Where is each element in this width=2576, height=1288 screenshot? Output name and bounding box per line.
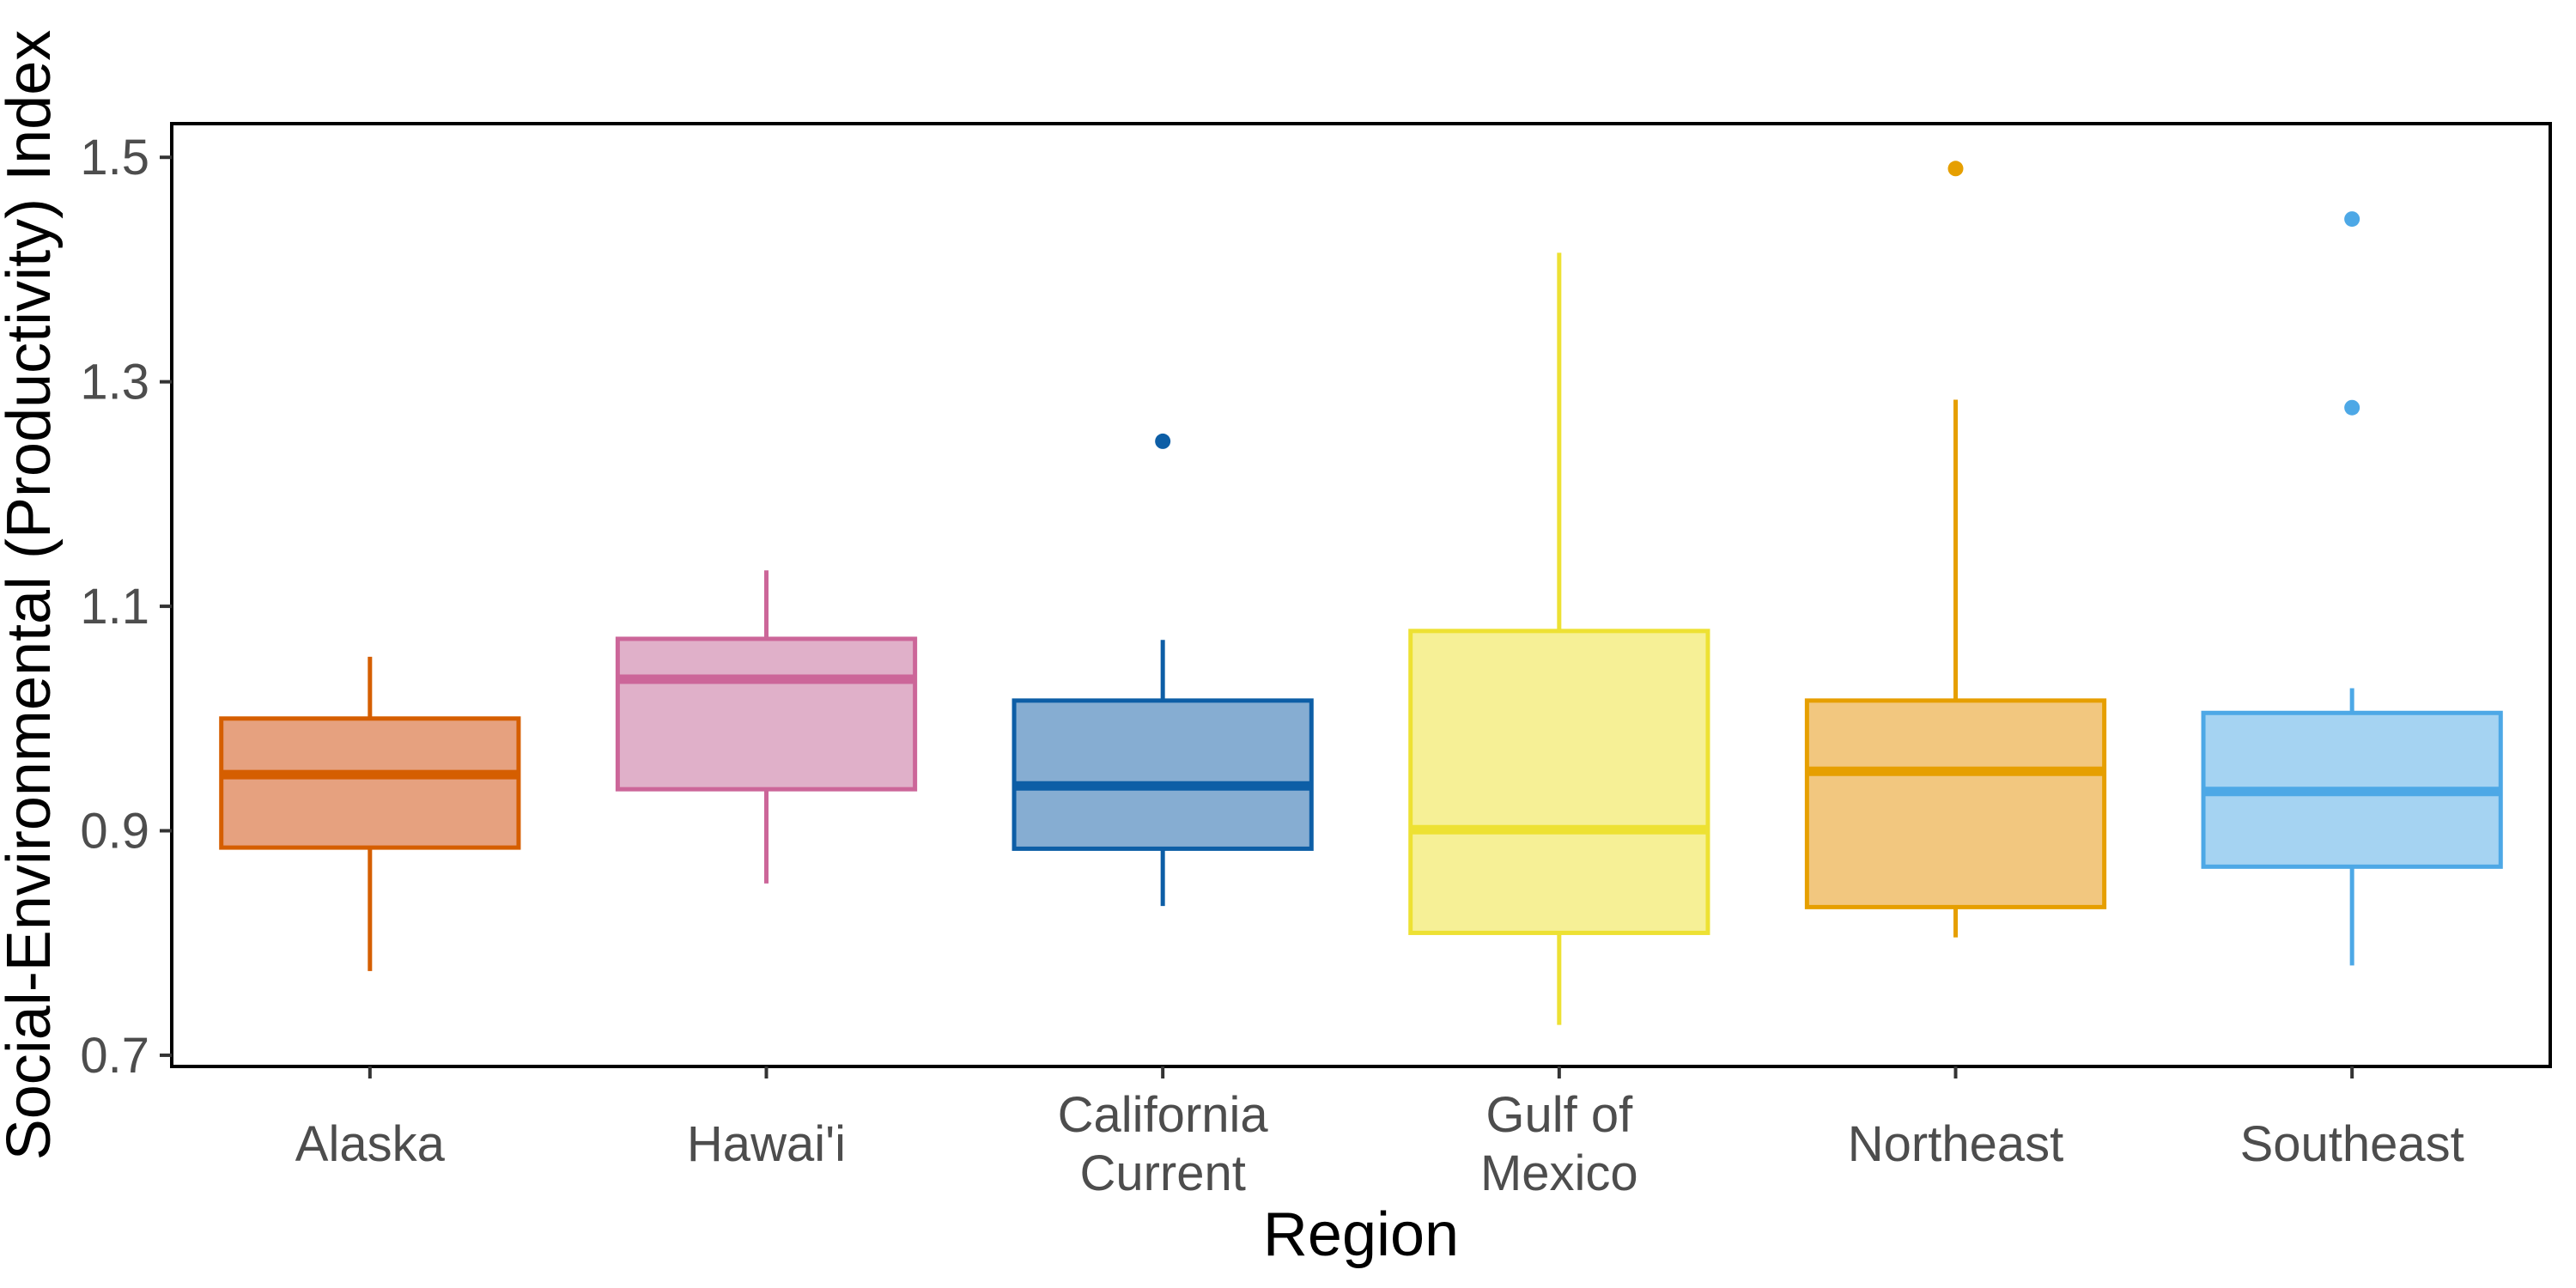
x-tick-label: Current <box>1079 1145 1245 1201</box>
outlier-point <box>1155 433 1171 449</box>
box <box>1408 629 1710 935</box>
x-tick-label: Southeast <box>2240 1116 2464 1172</box>
box-group <box>2201 211 2503 966</box>
box-group <box>219 656 521 971</box>
box <box>1012 698 1314 851</box>
box-group <box>615 570 918 884</box>
box <box>1804 698 2107 909</box>
x-tick-label: Mexico <box>1480 1145 1638 1201</box>
x-axis-title: Region <box>1263 1200 1459 1269</box>
box <box>615 636 918 792</box>
boxes <box>219 161 2503 1025</box>
y-axis: 0.7 0.9 1.1 1.3 1.5 <box>80 130 172 1084</box>
outlier-point <box>1947 161 1964 177</box>
x-tick-label: Alaska <box>295 1116 446 1172</box>
y-tick-label: 1.5 <box>80 130 149 185</box>
box-group <box>1012 433 1314 907</box>
plot-panel <box>170 122 2552 1068</box>
x-tick-label: California <box>1058 1087 1269 1143</box>
box-group <box>1408 252 1710 1025</box>
y-axis-title: Social-Environmental (Productivity) Inde… <box>0 30 64 1161</box>
y-tick-label: 0.9 <box>80 804 149 860</box>
x-tick-label: Hawai'i <box>687 1116 846 1172</box>
box <box>219 716 521 850</box>
outlier-point <box>2344 211 2360 228</box>
x-tick-label: Northeast <box>1848 1116 2063 1172</box>
box-group <box>1804 161 2107 938</box>
y-tick-label: 0.7 <box>80 1028 149 1084</box>
x-tick-label: Gulf of <box>1485 1087 1633 1143</box>
outlier-point <box>2344 399 2360 416</box>
y-tick-label: 1.3 <box>80 355 149 410</box>
y-tick-label: 1.1 <box>80 579 149 635</box>
